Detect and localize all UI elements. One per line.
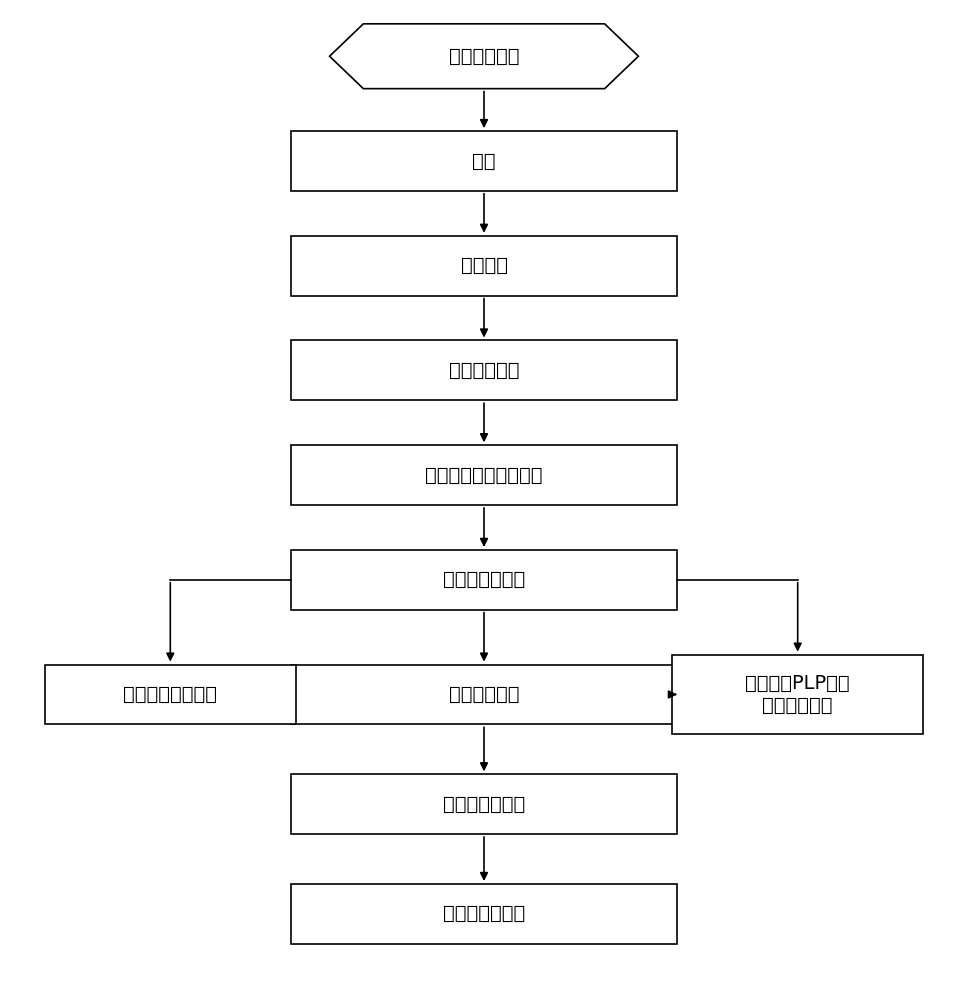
Text: 自动剪切启动: 自动剪切启动 — [449, 361, 519, 380]
Text: 上卷: 上卷 — [472, 151, 496, 170]
Text: 夹送带材微跟踪: 夹送带材微跟踪 — [443, 570, 525, 589]
FancyBboxPatch shape — [291, 340, 677, 400]
FancyBboxPatch shape — [45, 665, 296, 724]
Text: 缓冲带材长度控制: 缓冲带材长度控制 — [123, 685, 217, 704]
Text: 确定初始参数: 确定初始参数 — [449, 47, 519, 66]
FancyBboxPatch shape — [672, 655, 923, 734]
FancyBboxPatch shape — [291, 131, 677, 191]
Text: 剪切方案确定: 剪切方案确定 — [449, 685, 519, 704]
FancyBboxPatch shape — [291, 445, 677, 505]
Text: 全线开卷速度匹配控制: 全线开卷速度匹配控制 — [425, 466, 543, 485]
FancyBboxPatch shape — [291, 550, 677, 610]
Text: 差厚板剪切控制: 差厚板剪切控制 — [443, 904, 525, 923]
Text: 差厚板剪切控制: 差厚板剪切控制 — [443, 795, 525, 814]
Text: 开卷穿带: 开卷穿带 — [461, 256, 507, 275]
FancyBboxPatch shape — [291, 884, 677, 944]
FancyBboxPatch shape — [291, 774, 677, 834]
Text: 测厚仪后PLP带材
外形尺寸识别: 测厚仪后PLP带材 外形尺寸识别 — [745, 674, 850, 715]
FancyBboxPatch shape — [291, 236, 677, 296]
FancyBboxPatch shape — [291, 665, 677, 724]
Polygon shape — [329, 24, 639, 89]
